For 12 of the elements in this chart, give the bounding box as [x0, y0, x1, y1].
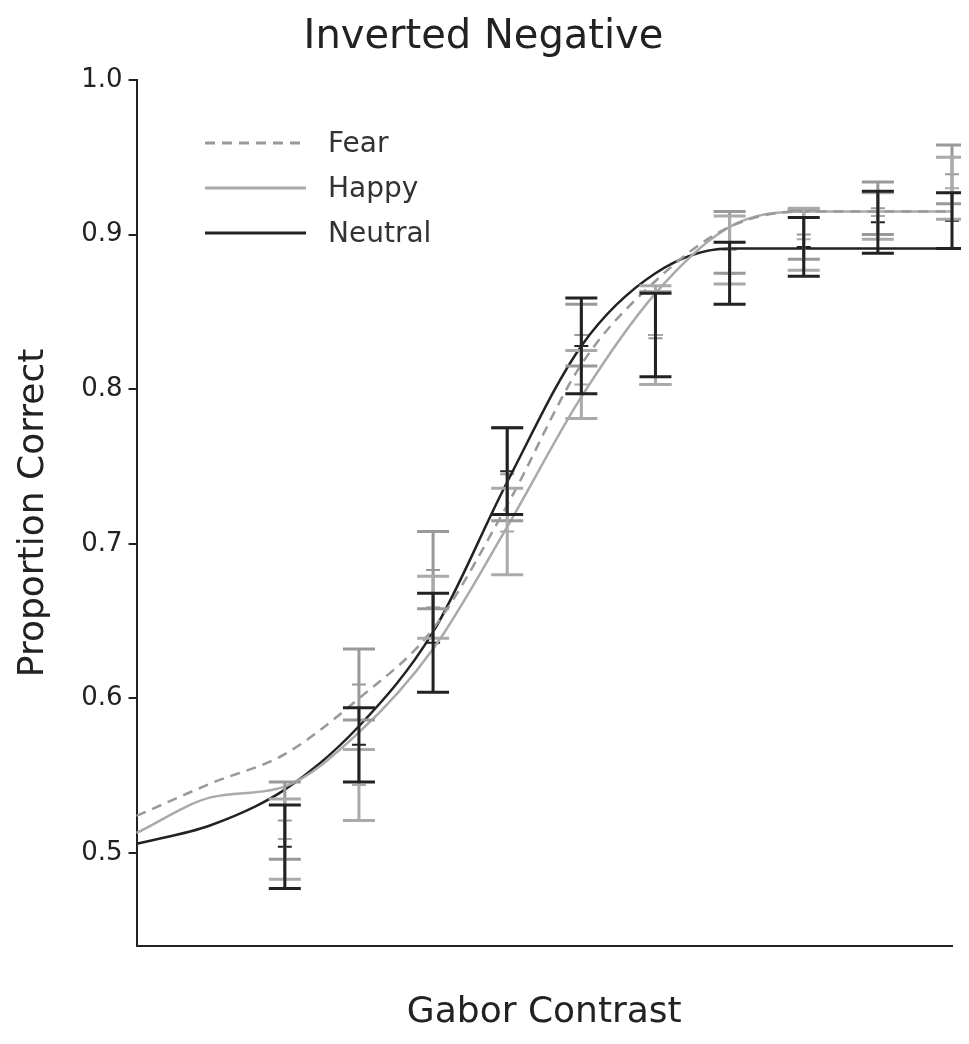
y-tick-label: 0.6	[81, 681, 123, 712]
y-tick-label: 0.9	[81, 217, 123, 248]
chart-title: Inverted Negative	[303, 11, 664, 58]
y-tick-label: 0.7	[81, 526, 123, 557]
y-tick-label: 0.5	[81, 835, 123, 866]
legend-label: Happy	[328, 171, 419, 204]
legend-label: Neutral	[328, 216, 432, 249]
legend-label: Fear	[328, 126, 389, 159]
y-tick-label: 1.0	[81, 62, 123, 93]
y-tick-label: 0.8	[81, 371, 123, 402]
y-axis-title: Proportion Correct	[9, 348, 51, 678]
x-axis-title: Gabor Contrast	[406, 988, 682, 1030]
